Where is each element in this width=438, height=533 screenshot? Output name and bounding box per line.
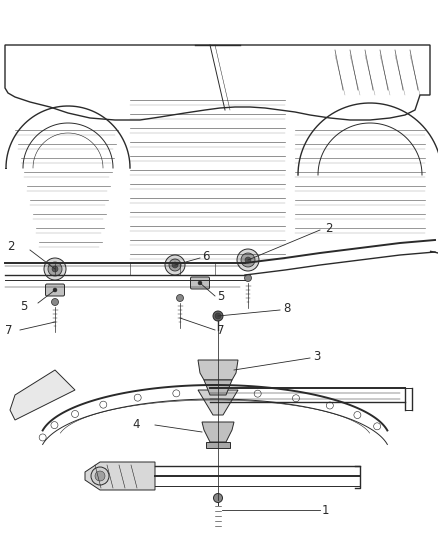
Text: 1: 1 [322, 504, 329, 516]
Circle shape [165, 255, 185, 275]
Circle shape [52, 266, 58, 272]
Circle shape [52, 298, 59, 305]
Polygon shape [204, 380, 232, 395]
Circle shape [213, 494, 223, 503]
Polygon shape [85, 462, 155, 490]
Text: 7: 7 [217, 324, 225, 336]
Polygon shape [198, 360, 238, 380]
Circle shape [245, 257, 251, 263]
FancyBboxPatch shape [191, 277, 209, 289]
Circle shape [213, 311, 223, 321]
Circle shape [237, 249, 259, 271]
Text: 4: 4 [133, 418, 140, 432]
Text: 7: 7 [5, 324, 13, 336]
Circle shape [215, 313, 221, 319]
Polygon shape [206, 442, 230, 448]
Polygon shape [10, 370, 75, 420]
Circle shape [177, 295, 184, 302]
Circle shape [198, 281, 202, 285]
Text: 2: 2 [325, 222, 332, 235]
Polygon shape [202, 422, 234, 442]
Circle shape [48, 262, 62, 276]
Text: 8: 8 [283, 303, 290, 316]
Circle shape [172, 262, 178, 268]
Text: 5: 5 [20, 301, 27, 313]
Text: 5: 5 [217, 289, 224, 303]
Circle shape [244, 274, 251, 281]
FancyBboxPatch shape [46, 284, 64, 296]
Circle shape [53, 288, 57, 292]
Text: 6: 6 [202, 251, 209, 263]
Polygon shape [198, 390, 238, 415]
Circle shape [241, 253, 255, 267]
Circle shape [44, 258, 66, 280]
Text: 3: 3 [313, 351, 320, 364]
Text: 2: 2 [7, 240, 15, 254]
Circle shape [169, 259, 181, 271]
Circle shape [95, 471, 105, 481]
Circle shape [91, 467, 109, 485]
